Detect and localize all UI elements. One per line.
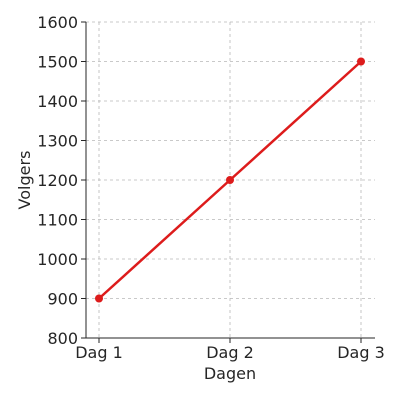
data-point	[226, 176, 234, 184]
x-ticks: Dag 1 Dag 2 Dag 3	[75, 338, 385, 362]
y-tick-label: 1100	[37, 211, 78, 230]
data-point	[95, 294, 103, 303]
y-ticks: 800 900 1000 1100 1200 1300 1400 1500 1600	[37, 13, 86, 348]
y-tick-label: 1200	[37, 171, 78, 190]
y-tick-label: 1000	[37, 250, 78, 269]
x-axis-label: Dagen	[204, 364, 256, 383]
y-tick-label: 1500	[37, 53, 78, 72]
y-tick-label: 1400	[37, 92, 78, 111]
y-axis-label: Volgers	[15, 151, 34, 210]
y-tick-label: 1300	[37, 132, 78, 151]
x-tick-label: Dag 1	[75, 343, 123, 362]
y-tick-label: 900	[47, 290, 78, 309]
series-layer	[95, 57, 365, 303]
y-tick-label: 800	[47, 329, 78, 348]
y-tick-label: 1600	[37, 13, 78, 32]
data-point	[357, 57, 365, 66]
x-tick-label: Dag 2	[206, 343, 254, 362]
x-tick-label: Dag 3	[337, 343, 385, 362]
